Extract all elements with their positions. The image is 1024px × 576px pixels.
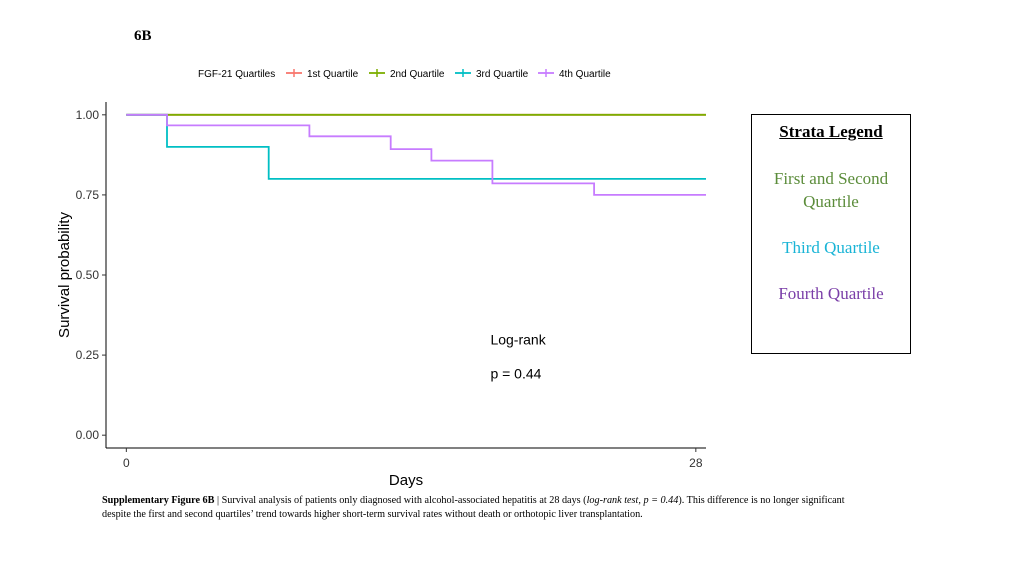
- figure-caption: Supplementary Figure 6B | Survival analy…: [102, 494, 862, 522]
- strata-legend-box: Strata Legend First and Second Quartile …: [751, 114, 911, 354]
- legend-label: 2nd Quartile: [390, 69, 445, 80]
- caption-label: Supplementary Figure 6B: [102, 495, 215, 506]
- caption-text-after: ). This difference is no longer signific…: [102, 495, 845, 520]
- caption-text-before: Survival analysis of patients only diagn…: [221, 495, 587, 506]
- survival-line-4th-quartile: [126, 113, 706, 196]
- y-tick-label: 1.00: [76, 108, 100, 122]
- y-tick-label: 0.50: [76, 268, 100, 282]
- y-tick-label: 0.25: [76, 348, 100, 362]
- strata-third-quartile: Third Quartile: [782, 238, 880, 257]
- logrank-label: Log-rank: [490, 332, 546, 348]
- logrank-pvalue: p = 0.44: [490, 365, 541, 381]
- x-axis-title: Days: [389, 472, 423, 489]
- survival-chart: 0.00 0.25 0.50 0.75 1.00 0 28 Days Survival prob…: [56, 69, 706, 489]
- x-tick-label: 0: [123, 456, 130, 470]
- legend-label: 1st Quartile: [307, 69, 359, 80]
- x-tick-label: 28: [689, 456, 703, 470]
- legend-label: 3rd Quartile: [476, 69, 529, 80]
- legend-label: 4th Quartile: [559, 69, 611, 80]
- y-tick-label: 0.75: [76, 188, 100, 202]
- strata-legend-title: Strata Legend: [779, 122, 883, 141]
- strata-first-second-quartile: First and Second Quartile: [773, 169, 889, 211]
- strata-fourth-quartile: Fourth Quartile: [778, 284, 884, 303]
- caption-italic: log-rank test, p = 0.44: [586, 495, 679, 506]
- figure-label: 6B: [134, 28, 152, 44]
- caption-separator: |: [214, 495, 222, 506]
- survival-line-3rd-quartile: [126, 113, 706, 180]
- y-axis-title: Survival probability: [56, 212, 73, 338]
- y-tick-label: 0.00: [76, 428, 100, 442]
- legend-title: FGF-21 Quartiles: [198, 69, 275, 80]
